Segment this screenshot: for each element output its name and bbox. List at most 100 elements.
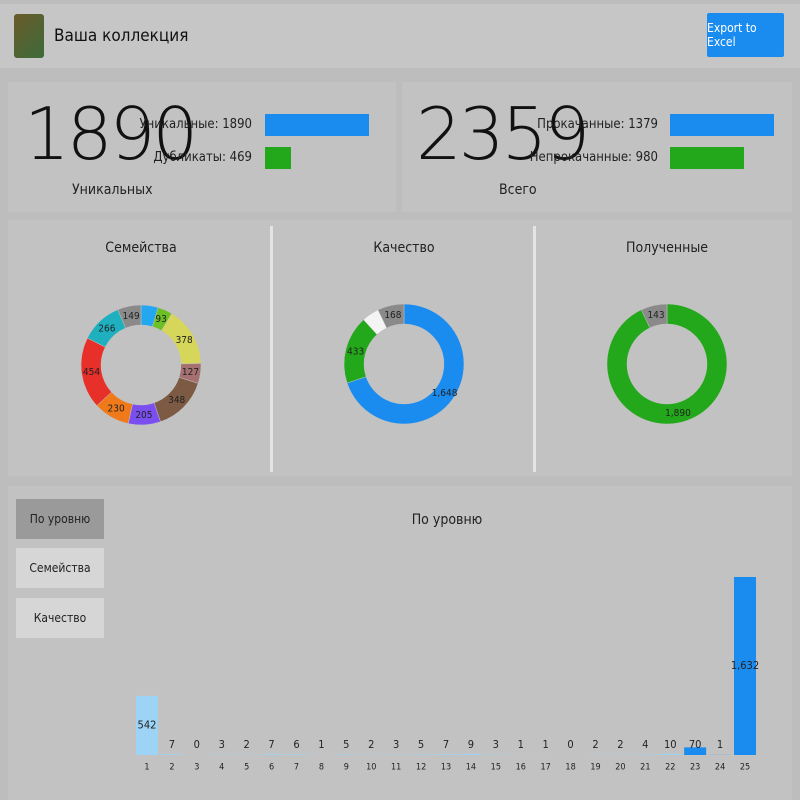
- pie-slice: [117, 304, 142, 329]
- slice-label: 205: [135, 410, 152, 421]
- stat-caption: Уникальных: [72, 182, 153, 198]
- bar-label: 542: [138, 718, 157, 731]
- header: [0, 4, 800, 68]
- menu-button[interactable]: По уровню: [16, 499, 104, 539]
- x-tick-label: 9: [344, 763, 349, 773]
- x-tick-label: 3: [194, 763, 199, 773]
- bar-label: Дубликаты: 469: [153, 150, 252, 165]
- x-tick-label: 25: [740, 763, 750, 773]
- bar-label: 4: [642, 738, 648, 751]
- bar-label: 1,632: [731, 659, 759, 672]
- pie-slice: [377, 303, 405, 329]
- chart-title: Качество: [373, 240, 435, 256]
- bar-label: 2: [592, 738, 598, 751]
- x-tick-label: 8: [319, 763, 324, 773]
- bar-label: 10: [664, 738, 677, 751]
- bar-label: 2: [617, 738, 623, 751]
- x-tick-label: 1: [144, 763, 149, 773]
- slice-label: 93: [155, 314, 166, 325]
- x-tick-label: 17: [541, 763, 551, 773]
- x-tick-label: 2: [169, 763, 174, 773]
- slice-label: 1,890: [665, 408, 691, 419]
- divider: [533, 226, 536, 472]
- x-tick-label: 12: [416, 763, 426, 773]
- pies-panel: [8, 220, 792, 476]
- bar-label: 0: [194, 738, 200, 751]
- slice-label: 127: [182, 367, 199, 378]
- x-tick-label: 7: [294, 763, 299, 773]
- x-tick-label: 11: [391, 763, 401, 773]
- bar-label: 5: [418, 738, 424, 751]
- x-tick-label: 23: [690, 763, 700, 773]
- bar-label: 5: [343, 738, 349, 751]
- slice-label: 454: [83, 367, 100, 378]
- bar: [459, 754, 482, 755]
- bar-label: Непрокачанные: 980: [529, 150, 658, 165]
- menu-button[interactable]: Семейства: [16, 548, 104, 588]
- bar-label: 7: [268, 738, 274, 751]
- bar-label: 1: [717, 738, 723, 751]
- divider: [270, 226, 273, 472]
- x-tick-label: 13: [441, 763, 451, 773]
- stat-number: 2359: [416, 92, 590, 176]
- bar-label: Уникальные: 1890: [139, 117, 252, 132]
- bar: [260, 754, 283, 755]
- slice-label: 1,648: [432, 388, 458, 399]
- bar-label: 70: [689, 738, 702, 751]
- stats-panel: [8, 82, 396, 212]
- bar: [734, 577, 756, 755]
- bar-label: 0: [567, 738, 573, 751]
- chart-title: По уровню: [412, 512, 483, 528]
- bar-label: 3: [493, 738, 499, 751]
- stat-number: 1890: [24, 92, 198, 176]
- bar-label: 2: [244, 738, 250, 751]
- bar: [435, 754, 457, 755]
- chart-title: Полученные: [626, 240, 708, 256]
- bar-label: 6: [293, 738, 299, 751]
- bar-label: 7: [443, 738, 449, 751]
- stat-bar: [670, 147, 744, 169]
- stat-bar: [265, 114, 369, 136]
- x-tick-label: 19: [590, 763, 600, 773]
- bar: [410, 754, 433, 755]
- x-tick-label: 14: [466, 763, 476, 773]
- slice-label: 230: [108, 403, 125, 414]
- slice-label: 168: [384, 310, 401, 321]
- bar-label: 1: [318, 738, 324, 751]
- pie-slice: [346, 303, 465, 425]
- x-tick-label: 15: [491, 763, 501, 773]
- bar-label: 7: [169, 738, 175, 751]
- bar: [335, 754, 358, 755]
- slice-label: 378: [176, 335, 193, 346]
- x-tick-label: 22: [665, 763, 675, 773]
- x-tick-label: 18: [565, 763, 575, 773]
- bar: [160, 754, 183, 755]
- bar-label: 3: [393, 738, 399, 751]
- app-icon: [14, 14, 44, 58]
- stat-caption: Всего: [499, 182, 537, 198]
- slice-label: 348: [168, 395, 185, 406]
- x-tick-label: 24: [715, 763, 725, 773]
- stat-bar: [670, 114, 774, 136]
- bar-label: 3: [219, 738, 225, 751]
- slice-label: 149: [123, 311, 140, 322]
- bar-label: Прокачанные: 1379: [537, 117, 658, 132]
- stat-bar: [265, 147, 291, 169]
- export-button[interactable]: Export to Excel: [707, 13, 784, 57]
- x-tick-label: 20: [615, 763, 625, 773]
- menu-button[interactable]: Качество: [16, 598, 104, 638]
- bar-label: 2: [368, 738, 374, 751]
- x-tick-label: 10: [366, 763, 376, 773]
- slice-label: 433: [347, 346, 364, 357]
- bar: [136, 695, 158, 755]
- bar: [684, 747, 707, 755]
- slice-label: 266: [98, 323, 115, 334]
- bar: [285, 754, 308, 755]
- page-title: Ваша коллекция: [54, 26, 189, 46]
- bar-label: 1: [543, 738, 549, 751]
- slice-label: 143: [647, 310, 664, 321]
- bar-label: 1: [518, 738, 524, 751]
- bar-label: 9: [468, 738, 474, 751]
